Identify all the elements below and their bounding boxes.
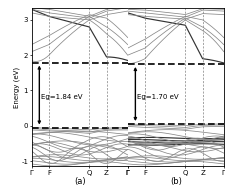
X-axis label: (a): (a) (74, 177, 85, 186)
Text: Eg=1.84 eV: Eg=1.84 eV (41, 94, 82, 100)
Y-axis label: Energy (eV): Energy (eV) (13, 66, 20, 108)
X-axis label: (b): (b) (169, 177, 181, 186)
Text: Eg=1.70 eV: Eg=1.70 eV (137, 94, 178, 100)
